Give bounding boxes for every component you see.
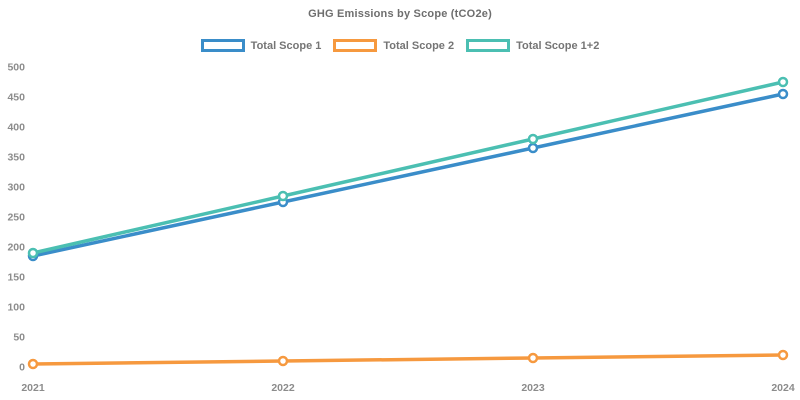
legend-swatch-icon: [466, 39, 511, 52]
data-point-total-scope-2-2024[interactable]: [777, 349, 789, 361]
series-line-total-scope-2[interactable]: [31, 353, 785, 366]
x-tick-label: 2024: [771, 382, 795, 394]
data-point-total-scope-1-2-2022[interactable]: [277, 190, 289, 202]
data-point-total-scope-2-2023[interactable]: [527, 352, 539, 364]
y-tick-label: 250: [7, 212, 25, 224]
y-tick-label: 150: [7, 272, 25, 284]
series-line-total-scope-1-2[interactable]: [31, 80, 785, 255]
data-point-total-scope-2-2022[interactable]: [277, 355, 289, 367]
data-point-total-scope-1-2-2021[interactable]: [27, 247, 39, 259]
legend-item-total-scope-2[interactable]: Total Scope 2: [333, 39, 454, 52]
data-point-total-scope-2-2021[interactable]: [27, 358, 39, 370]
y-tick-label: 50: [13, 332, 25, 344]
data-point-total-scope-1-2-2023[interactable]: [527, 133, 539, 145]
chart-title: GHG Emissions by Scope (tCO2e): [308, 8, 492, 20]
legend-label: Total Scope 1: [250, 39, 322, 52]
series-line-total-scope-1[interactable]: [31, 92, 785, 258]
legend-label: Total Scope 2: [383, 39, 455, 52]
x-tick-label: 2022: [271, 382, 295, 394]
legend-item-total-scope-1-2[interactable]: Total Scope 1+2: [466, 39, 599, 52]
y-tick-label: 500: [7, 62, 25, 74]
data-point-total-scope-1-2023[interactable]: [527, 142, 539, 154]
legend: Total Scope 1 Total Scope 2 Total Scope 1+…: [0, 39, 800, 52]
legend-swatch-icon: [200, 39, 245, 52]
data-point-total-scope-1-2-2024[interactable]: [777, 76, 789, 88]
y-tick-label: 100: [7, 302, 25, 314]
legend-swatch-icon: [333, 39, 378, 52]
y-tick-label: 350: [7, 152, 25, 164]
y-tick-label: 0: [19, 362, 25, 374]
x-tick-label: 2023: [521, 382, 545, 394]
y-tick-label: 400: [7, 122, 25, 134]
legend-item-total-scope-1[interactable]: Total Scope 1: [200, 39, 322, 52]
data-point-total-scope-1-2024[interactable]: [777, 88, 789, 100]
legend-label: Total Scope 1+2: [516, 39, 600, 52]
y-tick-label: 450: [7, 92, 25, 104]
x-tick-label: 2021: [21, 382, 45, 394]
y-tick-label: 300: [7, 182, 25, 194]
y-tick-label: 200: [7, 242, 25, 254]
